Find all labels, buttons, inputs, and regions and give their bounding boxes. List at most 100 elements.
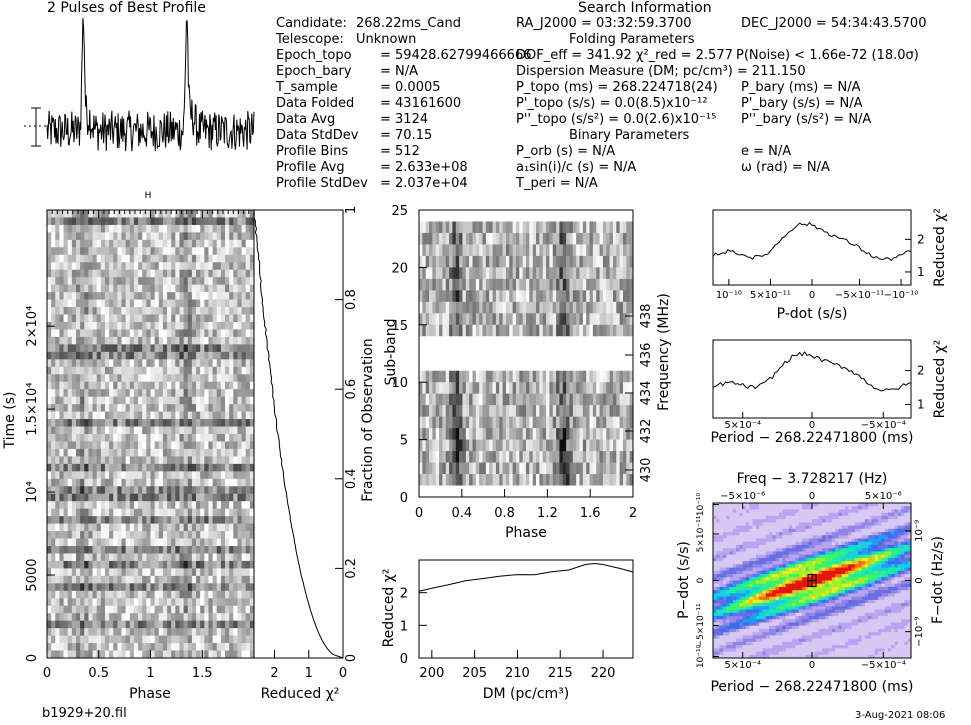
heatmap-cell (229, 441, 234, 450)
heatmap-cell (196, 411, 201, 420)
heatmap-cell (63, 590, 69, 599)
contour-cell (858, 503, 863, 507)
heatmap-cell (569, 210, 574, 222)
heatmap-cell (462, 451, 467, 463)
heatmap-cell (495, 474, 500, 486)
heatmap-cell (429, 451, 433, 463)
heatmap-cell (532, 336, 537, 349)
heatmap-cell (100, 650, 106, 659)
heatmap-cell (609, 267, 614, 280)
heatmap-cell (80, 605, 85, 614)
heatmap-cell (96, 419, 102, 427)
heatmap-cell (191, 404, 197, 412)
heatmap-cell (512, 439, 517, 452)
heatmap-cell (233, 635, 238, 644)
heatmap-cell (485, 439, 490, 452)
heatmap-cell (129, 546, 135, 554)
heatmap-cell (429, 405, 433, 418)
heatmap-cell (439, 301, 443, 314)
heatmap-cell (179, 329, 185, 338)
dof-text: DOF_eff = 341.92 χ²_red = 2.577 (516, 48, 733, 63)
heatmap-cell (121, 560, 127, 569)
heatmap-cell (452, 428, 457, 440)
heatmap-cell (179, 366, 185, 375)
heatmap-cell (47, 478, 52, 487)
heatmap-cell (175, 605, 180, 614)
left-info-value: = 512 (380, 144, 420, 159)
heatmap-cell (425, 416, 430, 429)
heatmap-cell (96, 262, 102, 271)
heatmap-cell (482, 278, 487, 291)
heatmap-cell (220, 336, 226, 345)
heatmap-cell (138, 217, 143, 226)
heatmap-cell (113, 568, 118, 577)
heatmap-cell (171, 486, 176, 495)
heatmap-cell (519, 393, 524, 406)
heatmap-cell (572, 474, 577, 486)
heatmap-cell (499, 278, 503, 291)
heatmap-cell (619, 232, 624, 245)
heatmap-cell (208, 553, 213, 562)
heatmap-cell (592, 347, 597, 360)
heatmap-cell (619, 255, 624, 268)
heatmap-cell (612, 474, 617, 486)
contour-cell (739, 506, 744, 511)
heatmap-cell (609, 244, 614, 257)
heatmap-cell (75, 254, 81, 263)
heatmap-cell (113, 322, 118, 330)
heatmap-cell (225, 590, 230, 599)
heatmap-cell (479, 382, 483, 395)
heatmap-cell (47, 247, 52, 256)
heatmap-cell (245, 538, 251, 547)
heatmap-cell (425, 301, 430, 314)
heatmap-cell (485, 359, 490, 372)
heatmap-cell (599, 416, 604, 429)
heatmap-cell (212, 396, 218, 405)
heatmap-cell (449, 255, 453, 268)
heatmap-cell (465, 324, 470, 337)
heatmap-cell (425, 267, 430, 280)
heatmap-cell (167, 284, 172, 293)
heatmap-cell (495, 244, 500, 257)
heatmap-cell (472, 221, 477, 234)
heatmap-cell (599, 474, 604, 486)
heatmap-cell (158, 359, 164, 368)
dec-text: DEC_J2000 = 54:34:43.5700 (741, 16, 927, 31)
heatmap-cell (204, 359, 209, 368)
heatmap-cell (622, 370, 627, 383)
heatmap-cell (462, 301, 467, 314)
heatmap-cell (88, 508, 93, 517)
heatmap-cell (526, 485, 530, 498)
heatmap-cell (71, 583, 77, 592)
heatmap-cell (539, 278, 544, 291)
heatmap-cell (472, 439, 477, 452)
y2-tick-label: 432 (639, 419, 654, 444)
heatmap-cell (229, 471, 234, 480)
heatmap-cell (154, 531, 160, 539)
heatmap-cell (158, 299, 164, 308)
heatmap-cell (55, 635, 60, 644)
heatmap-cell (225, 404, 230, 412)
heatmap-cell (200, 239, 205, 248)
heatmap-cell (208, 359, 213, 368)
heatmap-cell (596, 232, 600, 245)
contour-cell (818, 506, 823, 511)
heatmap-cell (92, 575, 98, 584)
heatmap-cell (522, 232, 527, 245)
heatmap-cell (208, 650, 213, 659)
heatmap-cell (237, 269, 242, 278)
heatmap-cell (183, 434, 189, 442)
heatmap-cell (59, 605, 64, 614)
heatmap-cell (442, 474, 447, 486)
heatmap-cell (229, 568, 234, 577)
heatmap-cell (241, 277, 247, 286)
heatmap-cell (489, 324, 493, 337)
heatmap-cell (154, 389, 160, 398)
heatmap-cell (489, 290, 493, 303)
heatmap-cell (495, 451, 500, 463)
heatmap-cell (88, 344, 93, 353)
heatmap-cell (579, 313, 584, 326)
heatmap-cell (84, 239, 89, 248)
heatmap-cell (175, 501, 180, 510)
heatmap-cell (465, 439, 470, 452)
